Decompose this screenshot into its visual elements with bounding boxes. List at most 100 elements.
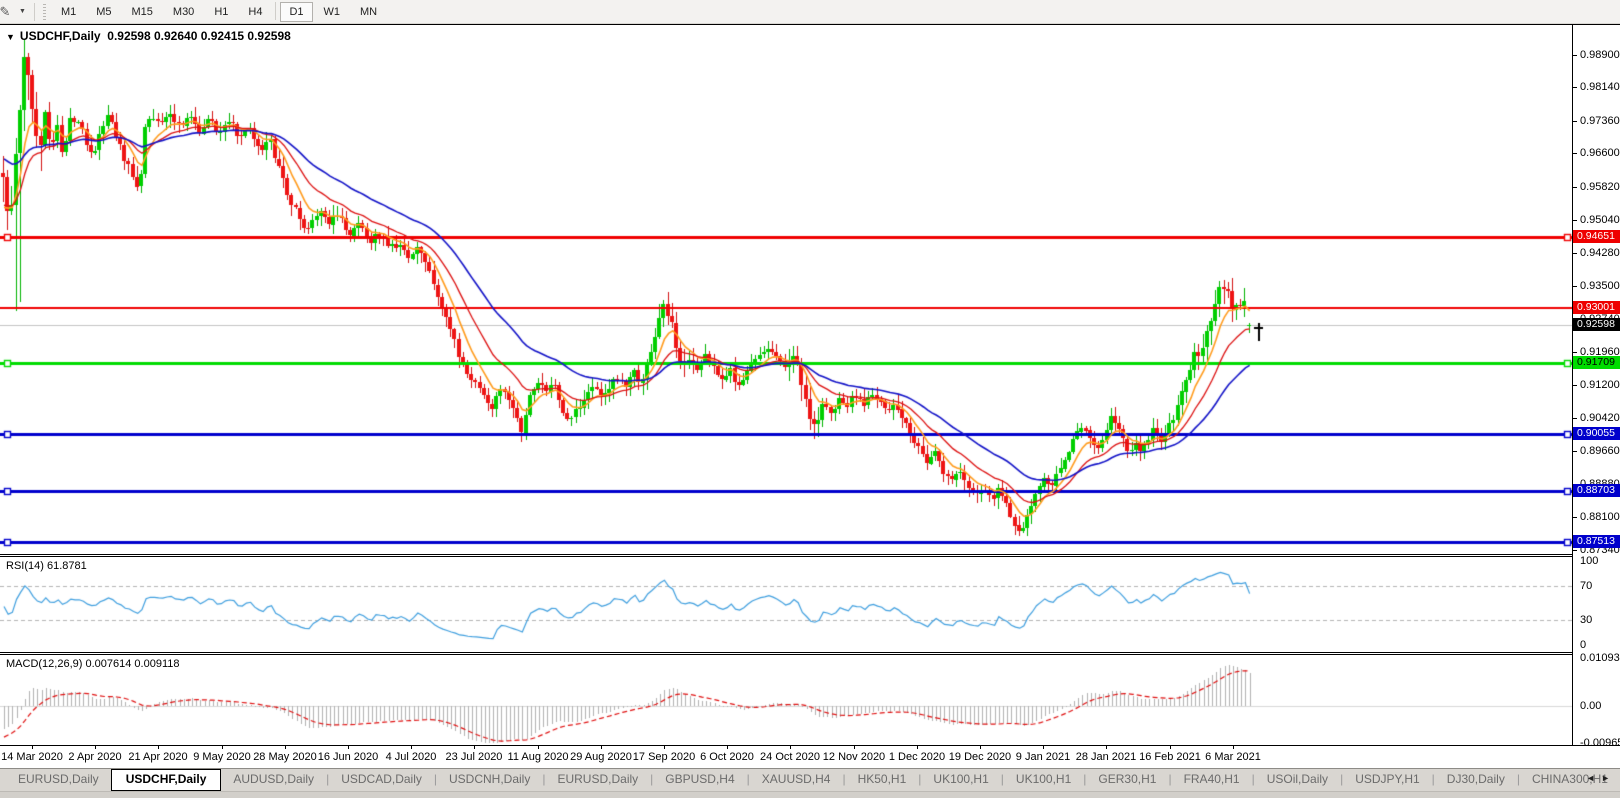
price-tick-label: 0.94280: [1580, 247, 1620, 259]
price-axis[interactable]: 0.98900 0.98140 0.97360 0.96600 0.95820 0.950…: [1572, 25, 1620, 749]
timeframe-button-d1[interactable]: D1: [280, 1, 313, 22]
date-tick-mark: [411, 746, 412, 749]
macd-axis-label: 0.010933: [1580, 652, 1620, 664]
date-tick-mark: [1233, 746, 1234, 749]
tab-gbpusd-h4[interactable]: GBPUSD,H4: [665, 772, 735, 786]
price-tick-mark: [1573, 451, 1577, 452]
date-tick-label: 2 Apr 2020: [68, 751, 122, 763]
timeframe-button-mn[interactable]: MN: [360, 5, 378, 18]
tab-separator: |: [542, 772, 546, 786]
timeframe-button-m5[interactable]: M5: [96, 5, 112, 18]
tab-audusd-daily[interactable]: AUDUSD,Daily: [233, 772, 315, 786]
macd-indicator-canvas[interactable]: [0, 655, 1572, 746]
hline-price-tag: 0.94651: [1573, 230, 1620, 243]
tab-separator: |: [918, 772, 922, 786]
tab-usdjpy-h1[interactable]: USDJPY,H1: [1355, 772, 1420, 786]
date-tick-mark: [474, 746, 475, 749]
price-tick-label: 0.89660: [1580, 445, 1620, 457]
tab-separator: |: [1431, 772, 1435, 786]
price-tick-mark: [1573, 253, 1577, 254]
price-tick-mark: [1573, 220, 1577, 221]
tab-china300-h1[interactable]: CHINA300,H1: [1531, 772, 1608, 786]
date-tick-label: 6 Mar 2021: [1205, 751, 1261, 763]
tab-separator: |: [433, 772, 437, 786]
chart-tab-bar: EURUSD,Daily USDCHF,Daily AUDUSD,Daily | USD…: [0, 768, 1620, 798]
tab-fra40-h1[interactable]: FRA40,H1: [1183, 772, 1240, 786]
rsi-indicator-canvas[interactable]: [0, 557, 1572, 652]
tab-xauusd-h4[interactable]: XAUUSD,H4: [761, 772, 831, 786]
macd-label: MACD(12,26,9) 0.007614 0.009118: [6, 658, 179, 670]
timeframe-button-h4[interactable]: H4: [248, 5, 263, 18]
tab-ger30-h1[interactable]: GER30,H1: [1098, 772, 1157, 786]
date-tick-mark: [917, 746, 918, 749]
timeframe-button-m1[interactable]: M1: [60, 5, 77, 18]
date-tick-mark: [1170, 746, 1171, 749]
tab-scroll-left-icon[interactable]: ◄: [1586, 773, 1602, 783]
date-tick-label: 28 Jan 2021: [1075, 751, 1137, 763]
timeframe-button-w1[interactable]: W1: [323, 5, 341, 18]
date-tick-mark: [727, 746, 728, 749]
tab-dj30-daily[interactable]: DJ30,Daily: [1446, 772, 1505, 786]
price-tick-label: 0.95820: [1580, 181, 1620, 193]
price-tick-mark: [1573, 187, 1577, 188]
tab-usdcad-daily[interactable]: USDCAD,Daily: [341, 772, 422, 786]
tab-eurusd-daily[interactable]: EURUSD,Daily: [18, 772, 99, 786]
date-tick-label: 29 Aug 2020: [570, 751, 632, 763]
hline-price-tag: 0.91709: [1573, 356, 1620, 369]
date-tick-label: 16 Jun 2020: [317, 751, 379, 763]
date-tick-mark: [95, 746, 96, 749]
date-tick-mark: [854, 746, 855, 749]
date-axis[interactable]: 14 Mar 2020 2 Apr 2020 21 Apr 2020 9 May 20…: [0, 745, 1620, 768]
tab-uk100-h1[interactable]: UK100,H1: [1015, 772, 1072, 786]
timeframe-button-m30[interactable]: M30: [172, 5, 195, 18]
macd-values: 0.007614 0.009118: [85, 658, 180, 670]
price-tick-mark: [1573, 55, 1577, 56]
hline-price-tag: 0.90055: [1573, 427, 1620, 440]
toolbar-separator: [275, 1, 277, 20]
price-tick-label: 0.95040: [1580, 214, 1620, 226]
hline-price-tag: 0.93001: [1573, 301, 1620, 314]
tab-separator: |: [1168, 772, 1172, 786]
tab-separator: |: [326, 772, 330, 786]
tab-usdchf-daily[interactable]: USDCHF,Daily: [110, 769, 222, 791]
tab-usdcnh-daily[interactable]: USDCNH,Daily: [449, 772, 531, 786]
hline-price-tag: 0.87513: [1573, 535, 1620, 548]
price-tick-label: 0.96600: [1580, 147, 1620, 159]
price-tick-label: 0.91200: [1580, 379, 1620, 391]
price-chart-canvas[interactable]: [0, 25, 1572, 554]
date-tick-label: 21 Apr 2020: [128, 751, 188, 763]
tab-scroll-right-icon[interactable]: ►: [1601, 773, 1616, 783]
date-tick-label: 1 Dec 2020: [888, 751, 946, 763]
drawing-tool-icon[interactable]: ✎: [0, 3, 11, 19]
timeframe-button-h1[interactable]: H1: [214, 5, 229, 18]
rsi-panel-divider[interactable]: [0, 554, 1620, 557]
macd-name: MACD(12,26,9): [6, 658, 83, 670]
current-price-tag: 0.92598: [1573, 318, 1620, 331]
price-tick-label: 0.90420: [1580, 412, 1620, 424]
toolbar-grip-handle[interactable]: [42, 3, 46, 20]
chart-window: ▼ USDCHF,Daily 0.92598 0.92640 0.92415 0.…: [0, 24, 1620, 749]
chevron-down-icon[interactable]: ▼: [19, 8, 26, 15]
date-tick-label: 23 Jul 2020: [445, 751, 503, 763]
tab-separator: |: [1000, 772, 1004, 786]
tab-usoil-daily[interactable]: USOil,Daily: [1266, 772, 1329, 786]
date-tick-label: 28 May 2020: [253, 751, 317, 763]
tab-bar-strip: [0, 791, 1620, 798]
tab-uk100-h1[interactable]: UK100,H1: [933, 772, 989, 786]
date-tick-label: 9 Jan 2021: [1015, 751, 1071, 763]
macd-panel-divider[interactable]: [0, 652, 1620, 655]
date-tick-mark: [1106, 746, 1107, 749]
date-tick-label: 12 Nov 2020: [822, 751, 886, 763]
timeframe-button-m15[interactable]: M15: [131, 5, 153, 18]
date-tick-label: 16 Feb 2021: [1139, 751, 1201, 763]
chart-tabs: EURUSD,Daily USDCHF,Daily AUDUSD,Daily | USD…: [0, 769, 1620, 791]
price-tick-label: 0.88100: [1580, 511, 1620, 523]
tab-hk50-h1[interactable]: HK50,H1: [857, 772, 907, 786]
tab-separator: |: [1083, 772, 1087, 786]
price-tick-label: 0.91960: [1580, 346, 1620, 358]
price-tick-label: 0.98900: [1580, 49, 1620, 61]
rsi-name: RSI(14): [6, 560, 44, 572]
collapse-triangle-icon[interactable]: ▼: [6, 32, 15, 42]
tab-eurusd-daily[interactable]: EURUSD,Daily: [557, 772, 639, 786]
